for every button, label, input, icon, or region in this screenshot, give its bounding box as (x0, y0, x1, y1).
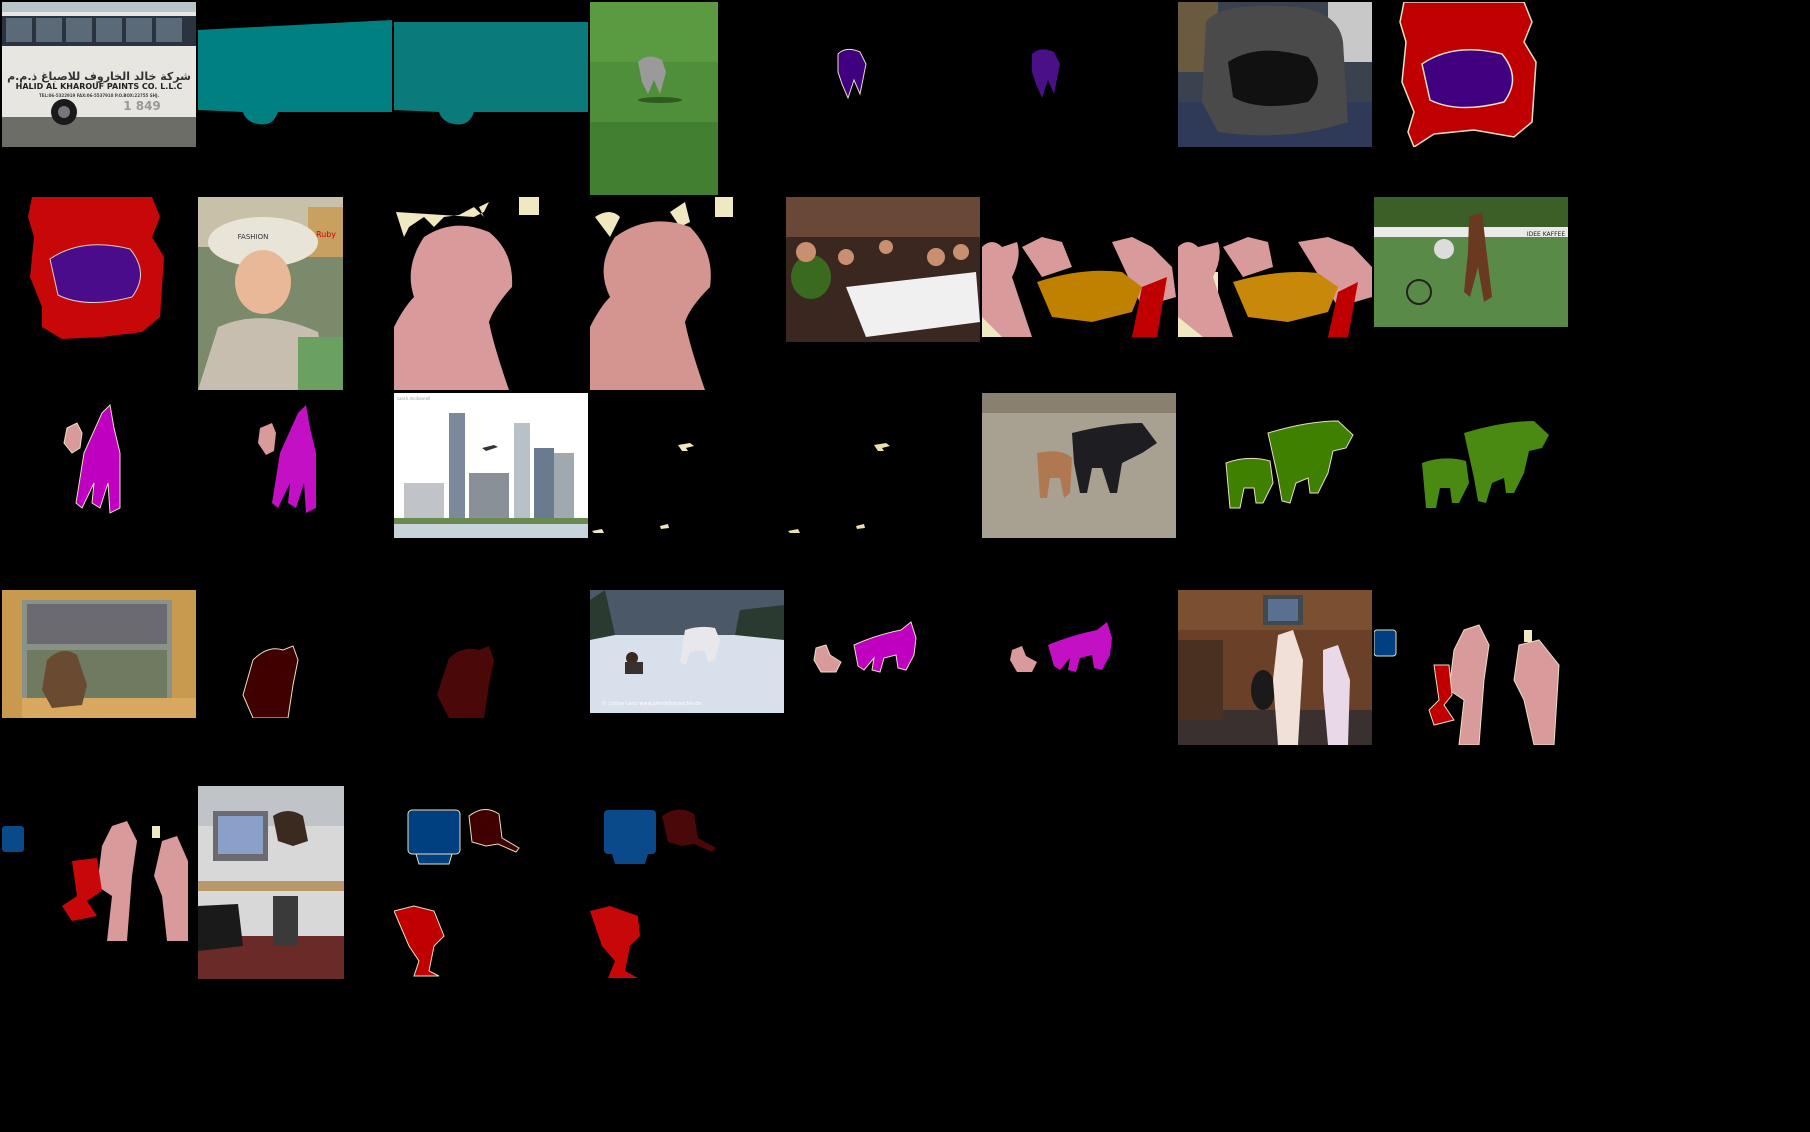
girl-box-text: Ruby (316, 230, 336, 239)
snow-horse-photo: © Lothar Lenz www.pferdefotoarchiv.de (590, 590, 784, 713)
girl-hat-predicted-mask (590, 197, 735, 390)
city-plane-predicted-mask (786, 393, 980, 538)
bus-sign-arabic: شركة خالد الخاروف للاصباغ ذ.م.م (7, 70, 191, 83)
girl-hat-ground-truth-mask (394, 197, 539, 390)
snow-horse-ground-truth-mask (786, 590, 980, 713)
city-plane-photo: sarah.mcdonnell (394, 393, 588, 538)
bus-sign-sub: TEL:06-5322919 FAX:06-5537918 P.O.BOX:22… (39, 93, 159, 98)
girl-hat-photo: Ruby FASHION (198, 197, 343, 390)
bus-sign-main: HALID AL KHAROUF PAINTS CO. L.L.C (16, 82, 183, 91)
window-cat-predicted-mask (394, 590, 588, 718)
girls-room-photo (1178, 590, 1372, 745)
dog-chair-ground-truth-mask (1374, 2, 1568, 147)
desk-cat-predicted-mask (590, 786, 784, 979)
cows-predicted-mask (1374, 393, 1568, 538)
city-watermark: sarah.mcdonnell (397, 396, 430, 401)
harness-banner-text: IDEE KAFFEE (1527, 231, 1566, 238)
restaurant-photo (786, 197, 980, 342)
snow-horse-predicted-mask (982, 590, 1176, 713)
snow-horse-watermark: © Lothar Lenz www.pferdefotoarchiv.de (602, 700, 702, 707)
bus-ground-truth-mask (198, 2, 392, 147)
desk-cat-ground-truth-mask (394, 786, 588, 979)
city-plane-ground-truth-mask (590, 393, 784, 538)
dog-chair-predicted-mask (2, 197, 196, 342)
bus-predicted-mask (394, 2, 588, 147)
harness-race-ground-truth-mask (2, 393, 196, 538)
bus-number: 1 849 (123, 99, 161, 113)
restaurant-ground-truth-mask (982, 197, 1176, 342)
dog-grass-ground-truth-mask (786, 2, 914, 147)
dog-grass-predicted-mask (982, 2, 1110, 147)
bus-photo: شركة خالد الخاروف للاصباغ ذ.م.م HALID AL… (2, 2, 196, 147)
harness-race-photo: IDEE KAFFEE (1374, 197, 1568, 327)
restaurant-predicted-mask (1178, 197, 1372, 342)
window-cat-photo (2, 590, 196, 718)
girls-room-predicted-mask (2, 786, 196, 941)
dog-chair-photo (1178, 2, 1372, 147)
girl-hat-text: FASHION (238, 233, 269, 241)
cows-ground-truth-mask (1178, 393, 1372, 538)
girls-room-ground-truth-mask (1374, 590, 1568, 745)
cows-photo (982, 393, 1176, 538)
window-cat-ground-truth-mask (198, 590, 392, 718)
desk-cat-photo (198, 786, 344, 979)
harness-race-predicted-mask (198, 393, 392, 538)
dog-grass-photo (590, 2, 718, 195)
